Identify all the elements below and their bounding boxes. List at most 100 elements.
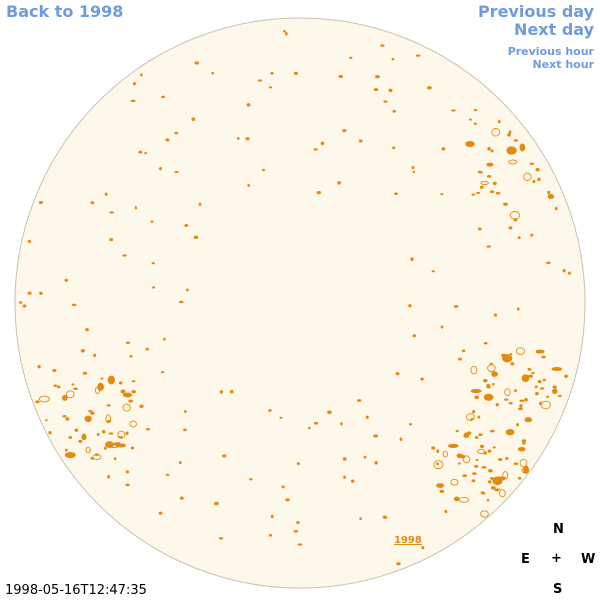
contour-mark xyxy=(519,404,523,408)
contour-mark xyxy=(490,429,495,433)
contour-mark xyxy=(297,543,303,546)
contour-mark xyxy=(144,152,148,155)
contour-mark xyxy=(74,428,79,432)
contour-mark xyxy=(495,403,499,407)
contour-mark xyxy=(510,362,515,366)
compass-west-label: W xyxy=(581,552,596,567)
contour-mark xyxy=(546,261,551,264)
contour-mark xyxy=(421,546,425,550)
contour-mark xyxy=(517,446,526,452)
contour-mark xyxy=(222,454,227,458)
contour-mark xyxy=(490,485,496,490)
contour-mark xyxy=(487,146,491,151)
contour-mark xyxy=(113,457,117,461)
contour-mark xyxy=(139,404,144,408)
contour-mark xyxy=(491,382,495,386)
contour-mark xyxy=(505,429,515,436)
contour-mark xyxy=(493,313,498,317)
contour-mark xyxy=(131,390,136,394)
contour-mark xyxy=(487,364,496,373)
contour-mark xyxy=(52,368,57,373)
contour-mark xyxy=(465,413,475,421)
contour-mark xyxy=(470,365,478,375)
next-day-link[interactable]: Next day xyxy=(514,20,594,39)
contour-mark xyxy=(198,202,202,206)
contour-mark xyxy=(436,483,445,488)
back-to-year-link[interactable]: Back to 1998 xyxy=(6,2,124,21)
contour-mark xyxy=(184,410,187,413)
contour-mark xyxy=(483,342,488,345)
contour-mark xyxy=(479,185,484,189)
year-link[interactable]: 1998 xyxy=(394,535,422,546)
contour-mark xyxy=(130,99,136,103)
contour-mark xyxy=(547,193,555,200)
contour-mark xyxy=(117,430,126,439)
contour-mark xyxy=(246,103,251,107)
contour-mark xyxy=(39,291,43,295)
contour-mark xyxy=(90,201,95,205)
observation-timestamp: 1998-05-16T12:47:35 xyxy=(5,583,147,598)
contour-mark xyxy=(521,467,529,474)
contour-mark xyxy=(342,457,347,461)
previous-day-link[interactable]: Previous day xyxy=(477,2,594,21)
contour-mark xyxy=(539,401,543,406)
contour-mark xyxy=(521,439,527,442)
contour-mark xyxy=(408,304,412,308)
contour-mark xyxy=(486,245,491,248)
contour-mark xyxy=(483,393,494,401)
contour-mark xyxy=(462,474,468,478)
contour-mark xyxy=(236,137,240,140)
contour-mark xyxy=(122,254,127,257)
contour-mark xyxy=(521,374,530,383)
contour-mark xyxy=(444,509,448,514)
contour-mark xyxy=(391,58,395,61)
contour-mark xyxy=(45,419,48,422)
contour-mark xyxy=(107,375,115,385)
contour-mark xyxy=(138,150,143,154)
contour-mark xyxy=(71,383,75,386)
contour-mark xyxy=(262,168,266,172)
contour-mark xyxy=(132,81,136,86)
contour-mark xyxy=(420,377,424,381)
contour-mark xyxy=(145,347,149,351)
contour-mark xyxy=(552,388,558,395)
contour-mark xyxy=(122,403,131,412)
contour-mark xyxy=(316,191,322,195)
contour-mark xyxy=(535,168,540,172)
contour-mark xyxy=(373,434,379,438)
contour-mark xyxy=(516,307,520,311)
contour-mark xyxy=(479,444,485,449)
contour-mark xyxy=(450,478,459,486)
contour-mark xyxy=(117,435,123,439)
contour-mark xyxy=(78,439,83,443)
contour-mark xyxy=(474,464,479,468)
contour-mark xyxy=(461,349,466,353)
compass-center-mark: + xyxy=(551,551,562,566)
contour-mark xyxy=(93,353,97,358)
contour-mark xyxy=(539,387,545,390)
contour-mark xyxy=(436,462,440,466)
contour-mark xyxy=(517,236,521,240)
contour-mark xyxy=(502,471,509,480)
contour-mark xyxy=(509,211,521,220)
contour-mark xyxy=(257,79,263,82)
contour-mark xyxy=(504,388,511,397)
contour-mark xyxy=(518,407,523,411)
contour-mark xyxy=(388,88,393,93)
contour-mark xyxy=(564,374,568,378)
previous-hour-link[interactable]: Previous hour xyxy=(507,45,594,58)
contour-mark xyxy=(492,181,497,186)
contour-mark xyxy=(64,278,69,282)
contour-mark xyxy=(408,423,413,426)
contour-mark xyxy=(94,453,99,456)
contour-mark xyxy=(396,562,401,566)
contour-mark xyxy=(470,389,482,394)
contour-mark xyxy=(509,352,513,356)
contour-mark xyxy=(245,137,250,141)
contour-mark xyxy=(65,390,75,399)
contour-mark xyxy=(327,410,332,414)
contour-mark xyxy=(480,510,489,518)
contour-mark xyxy=(562,269,566,273)
contour-mark xyxy=(285,498,290,502)
next-hour-link[interactable]: Next hour xyxy=(532,58,595,71)
